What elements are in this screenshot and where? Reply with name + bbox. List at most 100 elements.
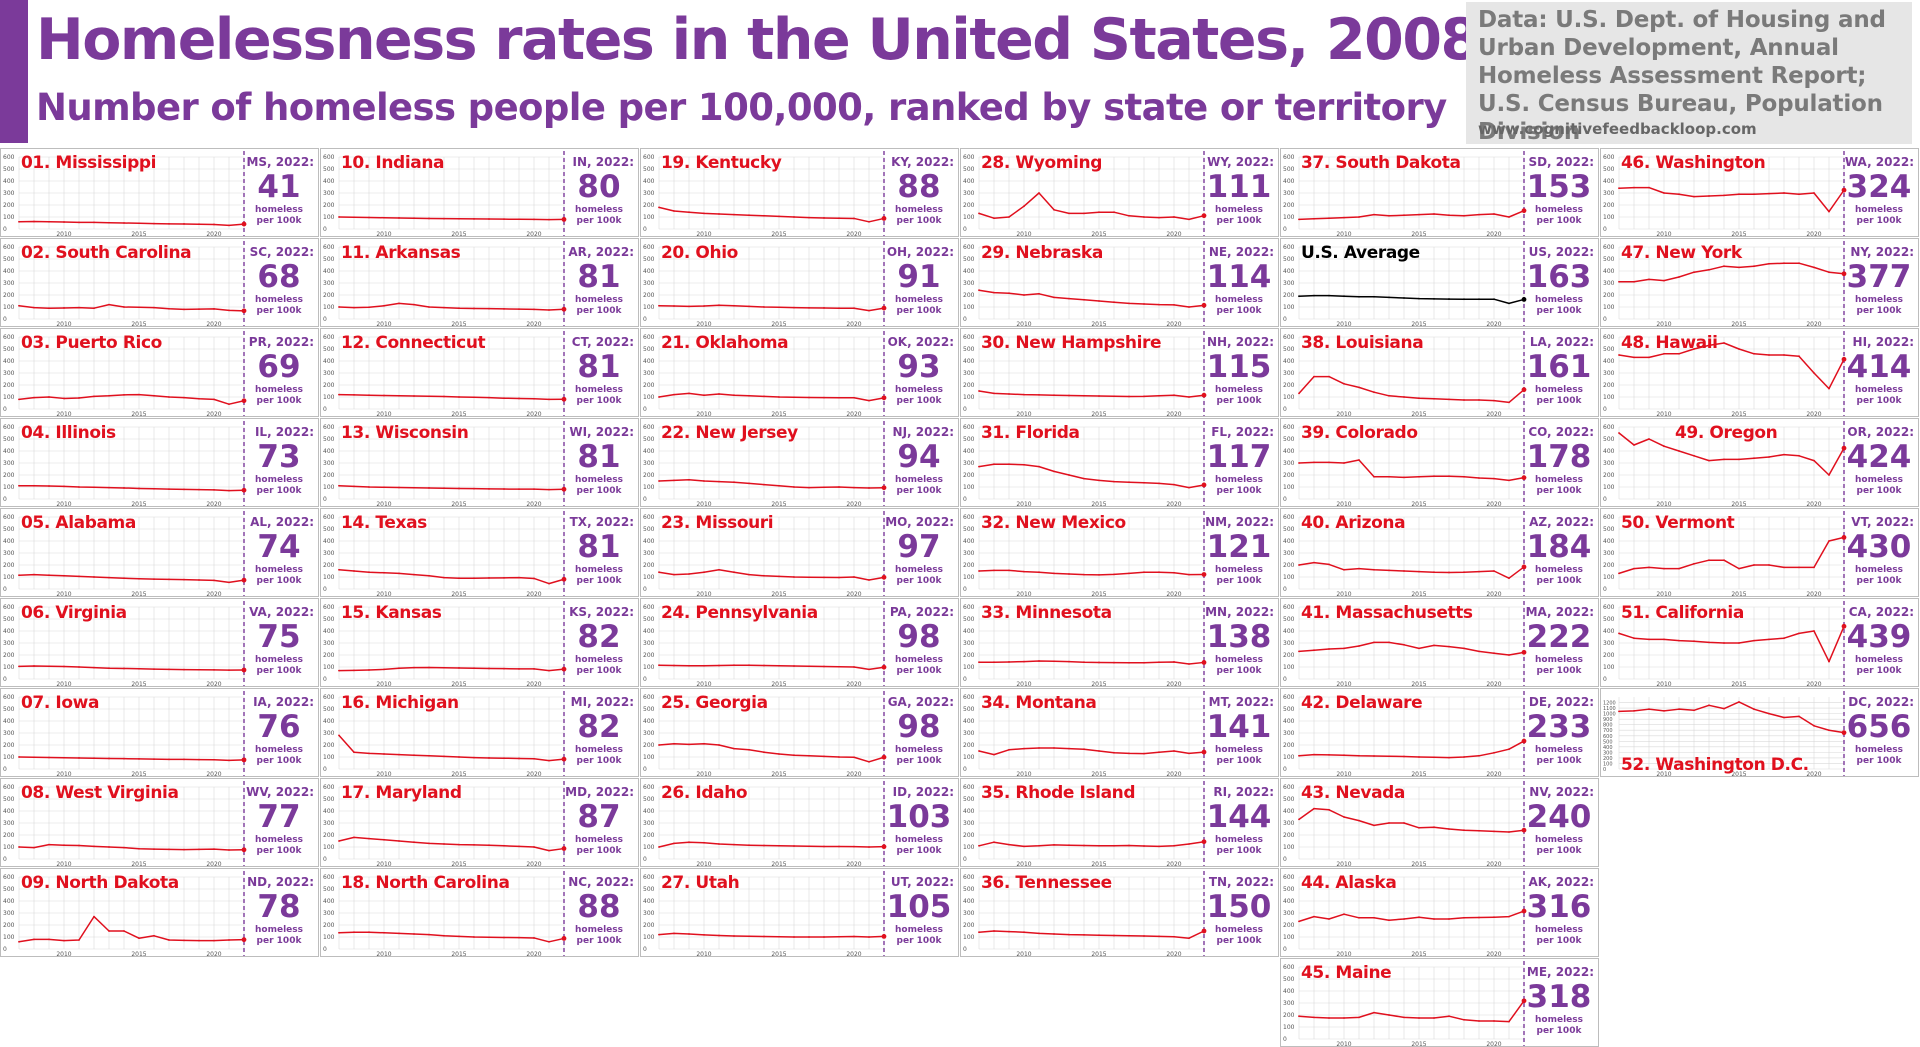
x-tick-label: 2015 <box>451 951 466 957</box>
data-point <box>228 403 230 406</box>
data-point <box>368 486 370 488</box>
y-tick-label: 100 <box>3 394 15 401</box>
y-tick-label: 500 <box>3 886 15 893</box>
data-point <box>1478 829 1480 832</box>
data-point <box>1708 268 1710 271</box>
unit-label: homeless per 100k <box>1855 475 1903 496</box>
data-point <box>548 218 550 221</box>
data-point <box>1388 755 1390 758</box>
data-point <box>1158 661 1160 664</box>
panel-new-hampshire: 0 100 200 300 400 500 600 2010 2015 2020 30. New H… <box>960 328 1279 417</box>
y-tick-label: 1200 <box>1603 701 1616 707</box>
data-point <box>138 847 140 850</box>
unit-label: homeless per 100k <box>895 745 943 766</box>
panel-wisconsin: 0 100 200 300 400 500 600 2010 2015 2020 13. Wisco… <box>320 418 639 507</box>
x-tick-label: 2015 <box>1411 681 1426 687</box>
data-point <box>1828 660 1830 663</box>
data-point <box>473 843 475 846</box>
rate-2022-value: 103 <box>886 799 952 835</box>
data-point <box>1708 344 1710 347</box>
data-point <box>793 396 795 399</box>
data-point <box>413 486 415 489</box>
data-point <box>428 842 430 845</box>
data-point <box>808 936 810 938</box>
data-point <box>673 742 675 745</box>
data-point <box>1128 395 1130 398</box>
series-line <box>978 930 1205 939</box>
data-point <box>1678 567 1680 570</box>
data-point <box>838 935 840 938</box>
series-line <box>978 463 1205 489</box>
data-point <box>443 666 445 669</box>
data-point <box>561 666 567 672</box>
data-point <box>838 756 840 758</box>
data-point <box>383 668 385 671</box>
rate-2022-value: 81 <box>577 259 621 295</box>
y-tick-label: 600 <box>963 334 975 341</box>
y-tick-label: 500 <box>963 256 975 263</box>
x-tick-label: 2010 <box>696 231 711 237</box>
data-point <box>1508 1020 1510 1023</box>
data-point <box>198 758 200 761</box>
x-tick-label: 2010 <box>1336 501 1351 507</box>
data-point <box>93 221 95 224</box>
data-point <box>123 846 125 849</box>
y-tick-label: 200 <box>1603 562 1615 569</box>
data-point <box>1053 394 1055 397</box>
y-tick-label: 500 <box>323 256 335 263</box>
x-tick-label: 2015 <box>771 411 786 417</box>
data-point <box>1358 216 1360 218</box>
data-point <box>428 666 430 669</box>
x-tick-label: 2010 <box>1336 681 1351 687</box>
y-tick-label: 0 <box>963 856 967 863</box>
data-point <box>443 217 445 220</box>
data-point <box>1358 916 1360 919</box>
state-code-label: NE, 2022: <box>1208 245 1274 259</box>
y-tick-label: 100 <box>963 304 975 311</box>
data-point <box>241 667 247 673</box>
data-point <box>793 306 795 309</box>
data-point <box>733 213 735 216</box>
y-tick-label: 200 <box>3 292 15 299</box>
data-point <box>1508 302 1510 305</box>
y-tick-label: 600 <box>1283 694 1295 701</box>
data-point <box>1828 474 1830 476</box>
y-tick-label: 0 <box>323 226 327 233</box>
data-point <box>1053 660 1055 663</box>
data-point <box>1708 195 1710 197</box>
data-point <box>1463 214 1465 217</box>
data-point <box>1188 396 1190 398</box>
panel-title: 02. South Carolina <box>21 243 192 263</box>
data-point <box>1813 724 1815 727</box>
data-point <box>1201 572 1207 577</box>
data-point <box>548 488 550 491</box>
data-point <box>518 308 520 311</box>
data-point <box>808 396 810 399</box>
data-point <box>868 846 870 848</box>
y-tick-label: 500 <box>963 436 975 443</box>
y-tick-label: 600 <box>963 154 975 161</box>
x-tick-label: 2020 <box>846 951 861 957</box>
data-point <box>1463 399 1465 401</box>
rate-2022-value: 82 <box>577 619 621 655</box>
panel-iowa: 0 100 200 300 400 500 600 2010 2015 2020 07. Iowa I… <box>0 688 319 777</box>
data-point <box>383 486 385 489</box>
y-tick-label: 400 <box>963 538 975 545</box>
y-tick-label: 600 <box>643 514 655 521</box>
y-tick-label: 200 <box>643 742 655 749</box>
data-point <box>1753 265 1755 268</box>
data-point <box>428 487 430 489</box>
panel-title: 18. North Carolina <box>341 873 510 893</box>
data-point <box>241 487 247 493</box>
y-tick-label: 100 <box>1283 664 1295 671</box>
data-point <box>353 570 355 572</box>
data-point <box>533 488 535 491</box>
panel-montana: 0 100 200 300 400 500 600 2010 2015 2020 34. Monta… <box>960 688 1279 777</box>
panel-title: 41. Massachusetts <box>1301 603 1473 623</box>
y-tick-label: 400 <box>1603 538 1615 545</box>
y-tick-label: 500 <box>643 346 655 353</box>
